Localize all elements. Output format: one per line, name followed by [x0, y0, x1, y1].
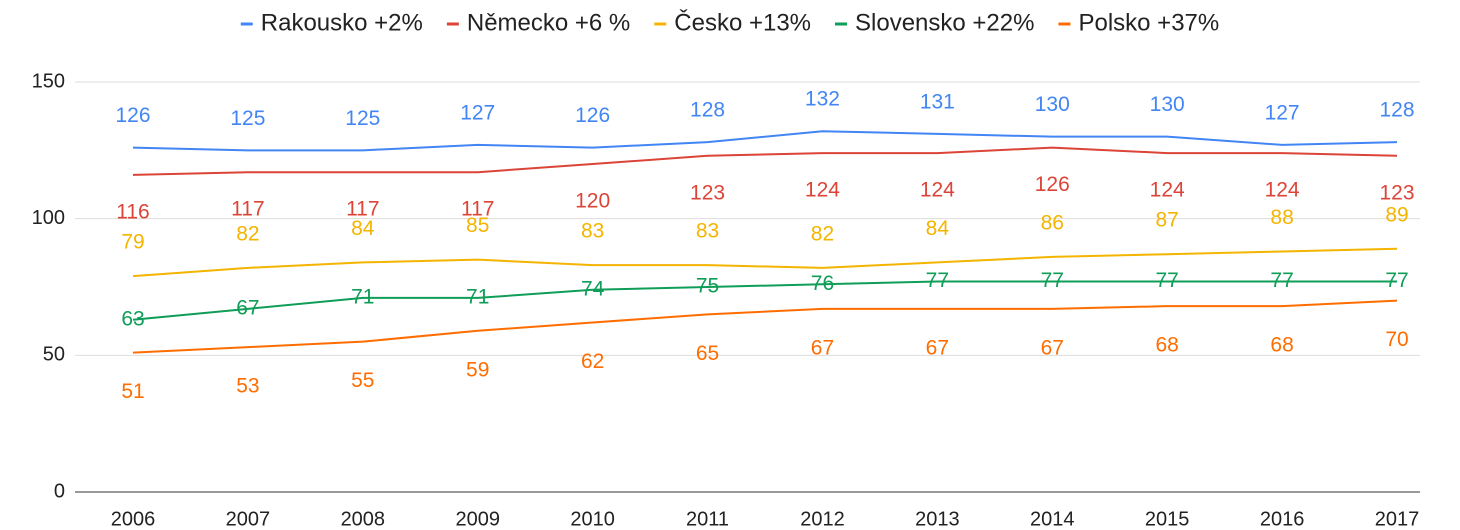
x-tick-label: 2008 [341, 508, 386, 530]
x-tick-label: 2015 [1145, 508, 1190, 530]
data-label: 130 [1035, 93, 1070, 116]
data-label: 67 [1041, 336, 1064, 359]
data-label: 71 [351, 285, 374, 308]
data-label: 83 [581, 220, 604, 243]
data-label: 59 [466, 358, 489, 381]
data-label: 84 [351, 217, 375, 240]
data-label: 124 [1265, 179, 1300, 202]
x-tick-label: 2016 [1260, 508, 1305, 530]
data-label: 85 [466, 214, 489, 237]
data-label: 77 [1270, 269, 1293, 292]
y-tick-label: 50 [43, 344, 65, 366]
data-label: 70 [1385, 328, 1408, 351]
data-label: 128 [690, 99, 725, 122]
data-label: 86 [1041, 211, 1064, 234]
data-label: 127 [460, 101, 495, 124]
data-label: 76 [811, 272, 834, 295]
x-tick-label: 2017 [1375, 508, 1420, 530]
x-tick-label: 2014 [1030, 508, 1075, 530]
data-label: 126 [1035, 173, 1070, 196]
data-label: 89 [1385, 203, 1408, 226]
data-label: 67 [236, 296, 259, 319]
data-label: 123 [690, 181, 725, 204]
data-label: 124 [920, 179, 955, 202]
data-label: 82 [236, 222, 259, 245]
data-label: 74 [581, 277, 605, 300]
data-label: 77 [1156, 269, 1179, 292]
legend-label: Polsko +37% [1078, 9, 1219, 36]
data-label: 126 [115, 104, 150, 127]
x-tick-label: 2013 [915, 508, 960, 530]
data-label: 75 [696, 275, 719, 298]
data-label: 124 [805, 179, 840, 202]
data-label: 71 [466, 285, 489, 308]
x-tick-label: 2007 [226, 508, 271, 530]
x-tick-label: 2006 [111, 508, 156, 530]
data-label: 83 [696, 220, 719, 243]
x-tick-label: 2009 [455, 508, 500, 530]
data-label: 77 [1041, 269, 1064, 292]
data-label: 130 [1150, 93, 1185, 116]
data-label: 68 [1156, 334, 1179, 357]
data-label: 82 [811, 222, 834, 245]
data-label: 87 [1156, 209, 1179, 232]
data-label: 117 [231, 198, 264, 221]
x-tick-label: 2012 [800, 508, 845, 530]
data-label: 68 [1270, 334, 1293, 357]
data-label: 127 [1265, 101, 1300, 124]
series-line [132, 130, 1398, 152]
x-tick-label: 2010 [570, 508, 615, 530]
legend: Rakousko +2% Německo +6 % Česko +13% Sloven… [240, 8, 1219, 36]
data-label: 79 [121, 231, 144, 254]
data-label: 77 [1385, 269, 1408, 292]
data-label: 117 [346, 198, 379, 221]
data-label: 84 [926, 217, 950, 240]
legend-label: Německo +6 % [467, 9, 630, 36]
data-label: 63 [121, 307, 144, 330]
data-label: 53 [236, 375, 259, 398]
y-tick-label: 150 [32, 70, 65, 92]
data-label: 67 [811, 336, 834, 359]
data-label: 65 [696, 342, 719, 365]
data-label: 116 [116, 200, 149, 223]
legend-label: Slovensko +22% [855, 9, 1034, 36]
x-tick-label: 2011 [686, 508, 729, 530]
series-line [132, 280, 1397, 321]
y-tick-label: 100 [32, 207, 65, 229]
data-label: 88 [1270, 206, 1293, 229]
data-label: 55 [351, 369, 374, 392]
data-label: 123 [1379, 181, 1414, 204]
series-line [132, 247, 1398, 278]
data-label: 125 [230, 107, 265, 130]
data-label: 128 [1379, 99, 1414, 122]
legend-label: Česko +13% [674, 8, 811, 36]
data-label: 67 [926, 336, 949, 359]
data-label: 126 [575, 104, 610, 127]
data-label: 125 [345, 107, 380, 130]
data-label: 120 [575, 190, 610, 213]
data-label: 124 [1150, 179, 1185, 202]
data-label: 117 [461, 198, 494, 221]
series-line [132, 146, 1398, 176]
y-tick-label: 0 [54, 480, 65, 502]
legend-label: Rakousko +2% [261, 9, 423, 36]
data-label: 51 [121, 380, 144, 403]
series-line [132, 299, 1398, 354]
data-label: 132 [805, 88, 840, 111]
data-label: 77 [926, 269, 949, 292]
data-label: 62 [581, 350, 604, 373]
data-label: 131 [920, 90, 955, 113]
